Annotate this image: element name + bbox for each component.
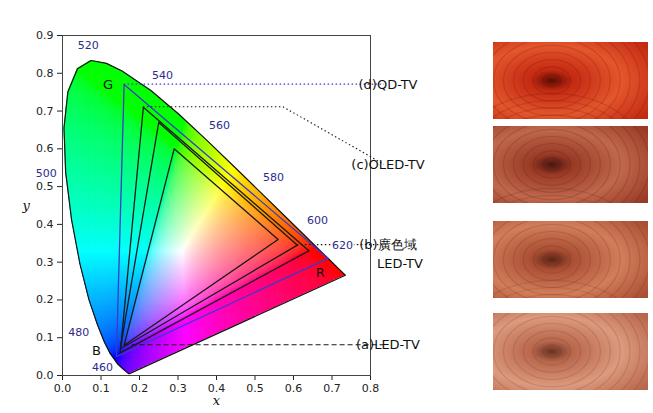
svg-text:(b)廣色域: (b)廣色域: [359, 237, 416, 252]
svg-text:520: 520: [78, 39, 99, 52]
svg-text:0.2: 0.2: [36, 293, 54, 306]
svg-text:620: 620: [332, 239, 353, 252]
svg-text:580: 580: [263, 171, 284, 184]
svg-text:600: 600: [307, 214, 328, 227]
svg-text:0.7: 0.7: [36, 105, 54, 118]
svg-text:0.3: 0.3: [36, 256, 54, 269]
svg-text:0.3: 0.3: [169, 382, 187, 395]
svg-text:0.5: 0.5: [246, 382, 264, 395]
svg-text:480: 480: [68, 326, 89, 339]
svg-text:0.4: 0.4: [207, 382, 226, 396]
svg-text:0.8: 0.8: [36, 67, 54, 80]
svg-text:(d)QD-TV: (d)QD-TV: [359, 77, 418, 92]
svg-text:0.8: 0.8: [362, 382, 380, 395]
svg-text:0.2: 0.2: [131, 382, 149, 395]
svg-text:LED-TV: LED-TV: [377, 256, 423, 271]
svg-text:R: R: [316, 265, 325, 280]
svg-text:0.1: 0.1: [36, 331, 54, 344]
svg-text:0.9: 0.9: [36, 29, 54, 42]
svg-text:500: 500: [36, 167, 57, 180]
svg-text:0.6: 0.6: [36, 142, 54, 155]
svg-text:0.5: 0.5: [36, 180, 54, 193]
svg-text:G: G: [103, 77, 113, 92]
svg-text:(a)LED-TV: (a)LED-TV: [356, 337, 420, 352]
svg-text:x: x: [213, 393, 221, 408]
svg-text:0.1: 0.1: [92, 382, 110, 395]
svg-text:0.0: 0.0: [36, 369, 54, 382]
svg-text:B: B: [92, 343, 101, 358]
svg-text:0.0: 0.0: [54, 382, 72, 395]
svg-text:560: 560: [209, 119, 230, 132]
svg-text:0.6: 0.6: [285, 382, 303, 395]
svg-text:540: 540: [152, 69, 173, 82]
svg-text:0.7: 0.7: [323, 382, 341, 395]
svg-text:y: y: [22, 198, 31, 213]
svg-text:(c)OLED-TV: (c)OLED-TV: [351, 157, 424, 172]
svg-text:0.4: 0.4: [36, 218, 54, 231]
svg-text:460: 460: [92, 361, 113, 374]
